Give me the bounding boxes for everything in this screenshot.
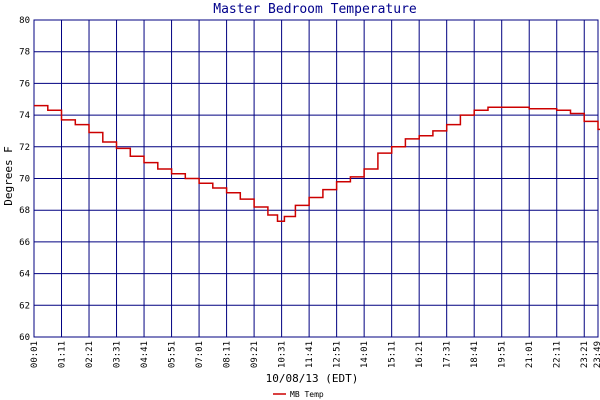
x-axis-label: 10/08/13 (EDT) [266,372,359,385]
x-tick-label: 22:11 [553,341,563,368]
x-tick-label: 04:41 [140,341,150,368]
x-tick-label: 10:31 [278,341,288,368]
x-tick-label: 03:31 [113,341,123,368]
legend-label: MB Temp [290,390,324,399]
x-tick-label: 19:51 [498,341,508,368]
y-tick-label: 66 [19,238,30,248]
chart-title: Master Bedroom Temperature [213,2,417,17]
series-line-mb-temp [34,104,600,223]
y-tick-label: 60 [19,333,30,343]
x-tick-label: 11:41 [305,341,315,368]
x-tick-label: 00:01 [30,341,40,368]
x-tick-label: 23:49 [593,341,600,368]
y-tick-label: 68 [19,206,30,216]
x-tick-label: 17:31 [443,341,453,368]
x-tick-label: 15:11 [388,341,398,368]
legend: MB Temp [273,390,324,399]
y-tick-label: 80 [19,16,30,26]
y-tick-label: 62 [19,301,30,311]
x-tick-label: 05:51 [168,341,178,368]
y-tick-label: 76 [19,79,30,89]
x-tick-label: 12:51 [333,341,343,368]
x-tick-label: 08:11 [223,341,233,368]
y-tick-label: 70 [19,175,30,185]
y-tick-label: 78 [19,48,30,58]
x-tick-label: 14:01 [360,341,370,368]
x-tick-label: 07:01 [195,341,205,368]
x-axis-ticks: 00:01 01:11 02:21 03:31 04:41 05:51 07:01 08:11… [30,341,600,368]
x-tick-label: 09:21 [250,341,260,368]
y-tick-label: 74 [19,111,30,121]
y-axis-label: Degrees F [2,146,15,206]
x-tick-label: 21:01 [525,341,535,368]
y-tick-label: 64 [19,270,30,280]
grid-lines [33,19,599,338]
x-tick-label: 02:21 [85,341,95,368]
y-axis-ticks: 60 62 64 66 68 70 72 74 76 78 80 [19,16,30,343]
series-layer [34,104,600,223]
x-tick-label: 18:41 [470,341,480,368]
y-tick-label: 72 [19,143,30,153]
x-tick-label: 01:11 [58,341,68,368]
x-tick-label: 16:21 [415,341,425,368]
x-tick-label: 23:21 [580,341,590,368]
